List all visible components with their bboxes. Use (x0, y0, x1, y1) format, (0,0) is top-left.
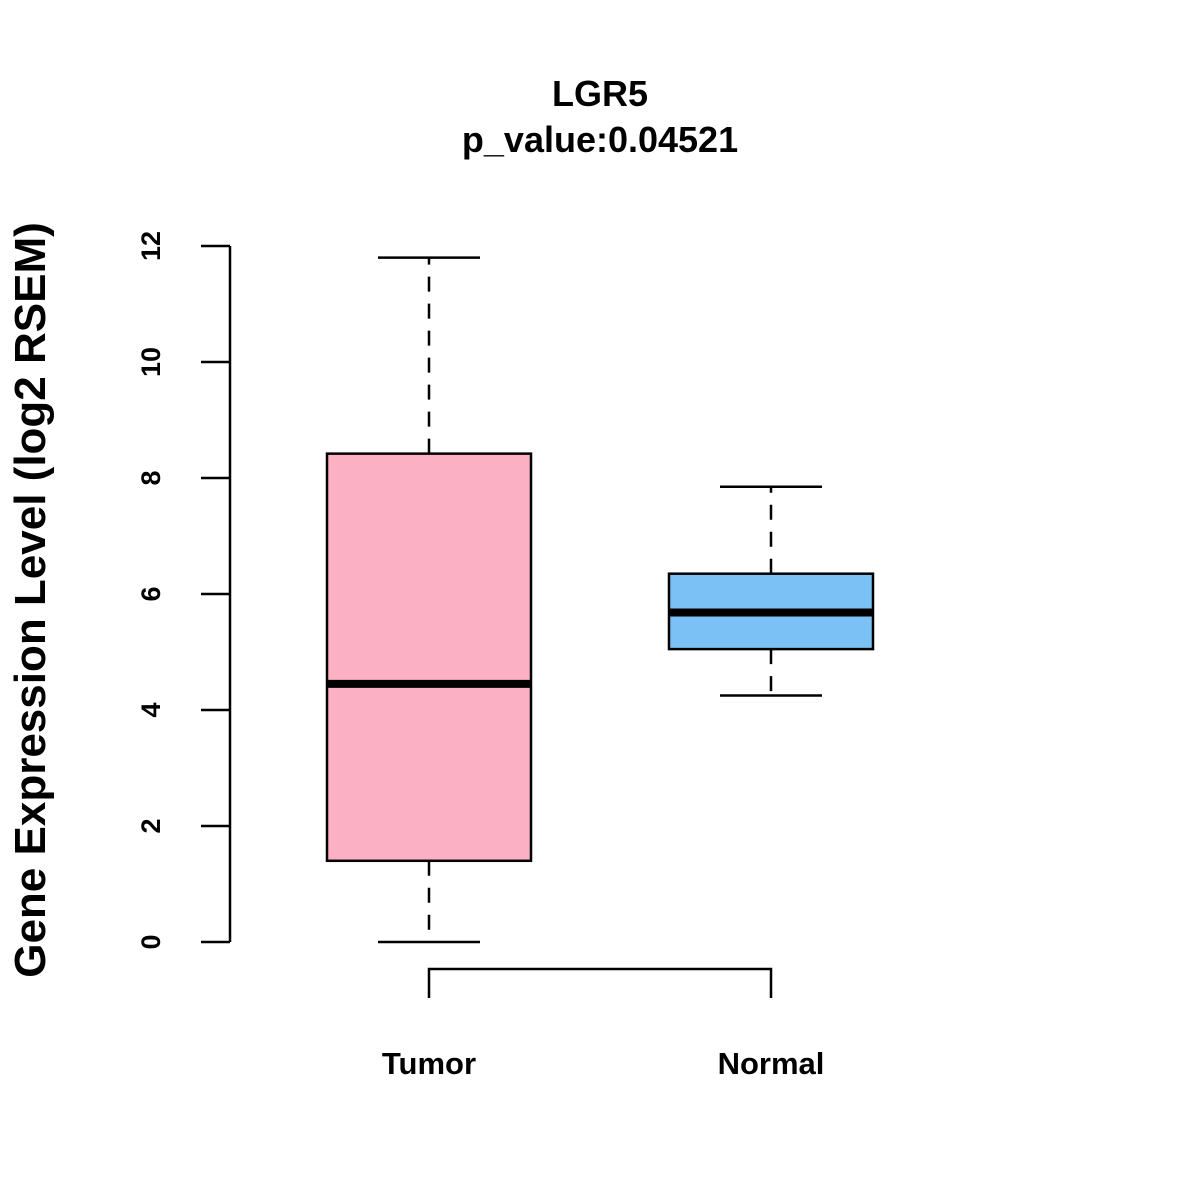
y-tick-label: 4 (136, 702, 166, 717)
y-tick-label: 12 (136, 231, 166, 261)
y-axis: 0 2 4 6 8 10 12 (136, 231, 232, 950)
box-normal (667, 485, 875, 697)
y-tick-label: 10 (136, 347, 166, 377)
boxes (325, 256, 875, 944)
y-tick-label: 6 (136, 586, 166, 601)
bracket-line (427, 967, 773, 998)
category-labels: Tumor Normal (382, 1046, 824, 1081)
chart-title: LGR5 (552, 73, 648, 114)
significance-bracket (427, 967, 773, 998)
category-label-tumor: Tumor (382, 1046, 476, 1081)
y-tick-label: 2 (136, 818, 166, 833)
box-tumor (325, 256, 533, 944)
y-tick-label: 0 (136, 934, 166, 949)
iqr-box (325, 452, 533, 863)
y-tick-label: 8 (136, 470, 166, 485)
category-label-normal: Normal (718, 1046, 825, 1081)
y-axis-label: Gene Expression Level (log2 RSEM) (6, 222, 55, 978)
chart-subtitle: p_value:0.04521 (462, 119, 738, 160)
